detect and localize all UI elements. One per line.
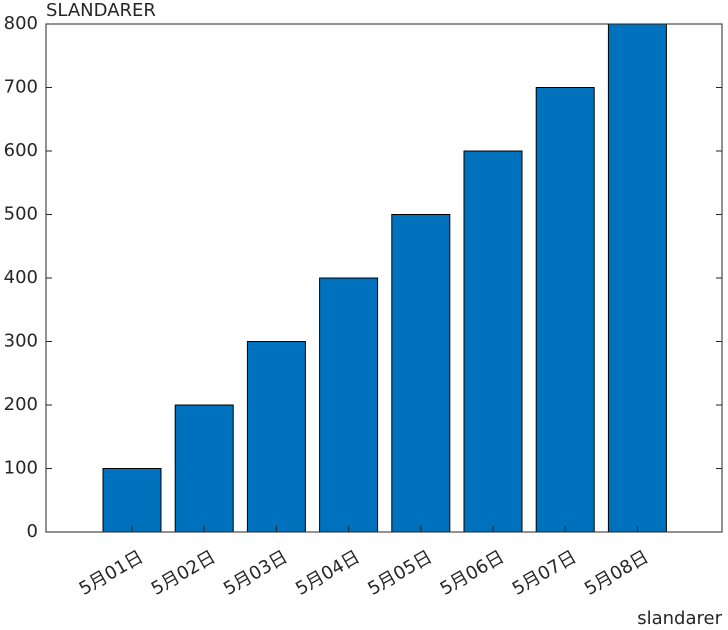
bar [246, 341, 306, 533]
y-tick-label: 800 [4, 13, 38, 34]
bar [102, 468, 162, 533]
x-tick-label: 5月03日 [220, 546, 291, 599]
y-tick-label: 0 [27, 521, 38, 542]
axes-box [45, 23, 723, 533]
bar [535, 87, 595, 533]
y-tick-label: 500 [4, 204, 38, 225]
x-tick-label: 5月08日 [581, 546, 652, 599]
bar [174, 404, 234, 533]
y-tick-label: 200 [4, 394, 38, 415]
y-tick-label: 100 [4, 458, 38, 479]
x-tick-label: 5月04日 [292, 546, 363, 599]
x-tick-label: 5月07日 [509, 546, 580, 599]
y-tick-label: 700 [4, 77, 38, 98]
chart-title: SLANDARER [46, 0, 156, 21]
x-axis-label: slandarer [637, 608, 722, 629]
y-tick-label: 300 [4, 331, 38, 352]
bar [391, 214, 451, 533]
y-tick-label: 400 [4, 267, 38, 288]
y-tick-label: 600 [4, 140, 38, 161]
x-tick-label: 5月01日 [76, 546, 147, 599]
x-tick-label: 5月06日 [437, 546, 508, 599]
bar [319, 277, 379, 533]
x-tick-label: 5月02日 [148, 546, 219, 599]
bar [607, 23, 667, 533]
bar [463, 150, 523, 533]
x-tick-label: 5月05日 [364, 546, 435, 599]
